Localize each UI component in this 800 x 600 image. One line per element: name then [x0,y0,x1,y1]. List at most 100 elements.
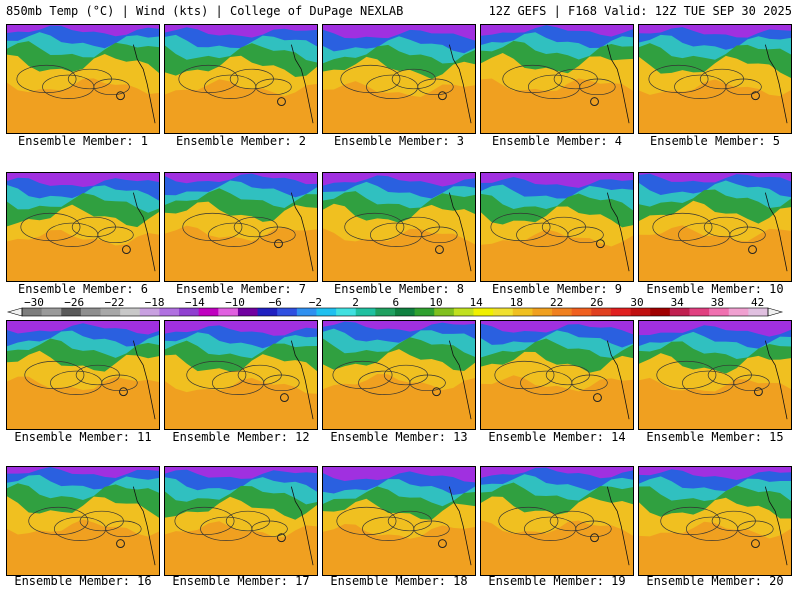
cyclone-marker [437,91,447,101]
colorbar-tick-label: −30 [24,296,44,309]
colorbar-swatch [748,308,769,316]
colorbar-swatch [61,308,82,316]
height-contour [186,360,247,390]
colorbar-swatch [689,308,710,316]
colorbar-swatch [610,308,631,316]
cyclone-marker [437,539,447,548]
temperature-map [481,173,633,281]
colorbar-swatch [434,308,455,316]
ensemble-member-label: Ensemble Member: 11 [14,430,152,444]
colorbar-swatch [257,308,278,316]
colorbar-swatch [473,308,494,316]
cyclone-marker [119,387,128,397]
temperature-map [165,173,317,281]
cyclone-marker [753,387,763,397]
height-contour [648,64,709,94]
ensemble-panel-4 [480,24,634,134]
ensemble-member-label: Ensemble Member: 8 [333,282,465,296]
ensemble-member-label: Ensemble Member: 13 [330,430,468,444]
temperature-map [323,173,475,281]
colorbar-graphic: −30 −26 −22 −18 −14 −10 −6 −2 2 6 10 14 18 22 26 30 34 38… [6,296,784,317]
cyclone-marker [748,245,757,254]
temperature-map [7,321,159,429]
temperature-colorbar: −30 −26 −22 −18 −14 −10 −6 −2 2 6 10 14 18 22 26 30 34 38… [0,296,800,320]
coastline [606,192,630,272]
coastline [290,192,314,272]
colorbar-swatch [336,308,357,316]
cyclone-marker [121,245,131,254]
temperature-map [165,467,317,575]
ensemble-panel-20 [638,466,792,576]
colorbar-swatch [296,308,317,316]
colorbar-swatch [630,308,651,316]
ensemble-panel-2 [164,24,318,134]
height-contour [660,506,721,536]
coastline [764,340,788,420]
height-contour [575,520,612,538]
colorbar-swatch [650,308,671,316]
ensemble-member-label: Ensemble Member: 2 [175,134,307,148]
coastline [132,486,156,566]
colorbar-tick-label: 38 [711,296,724,309]
temperature-map [481,321,633,429]
height-contour [24,360,85,390]
height-contour [421,226,458,244]
temp-band [323,228,475,281]
height-contour [579,78,616,96]
colorbar-tick-label: −2 [309,296,322,309]
colorbar-swatch [355,308,376,316]
coastline [448,340,472,420]
colorbar-swatch [277,308,298,316]
temperature-map [639,321,791,429]
height-contour [417,78,454,96]
ensemble-panel-10 [638,172,792,282]
coastline [764,192,788,272]
temperature-map [323,25,475,133]
coastline [764,486,788,566]
colorbar-swatch [120,308,141,316]
cyclone-marker [432,387,441,397]
run-valid-time: 12Z GEFS | F168 Valid: 12Z TUE SEP 30 20… [488,4,792,18]
colorbar-min-arrow [6,307,23,317]
colorbar-swatch [532,308,553,316]
height-contour [571,374,608,392]
coastline [290,340,314,420]
temp-band [639,521,791,575]
temperature-map [7,25,159,133]
temp-band [639,225,791,281]
ensemble-member-label: Ensemble Member: 14 [488,430,626,444]
colorbar-tick-label: 14 [470,296,484,309]
colorbar-swatch [709,308,730,316]
colorbar-tick-label: 34 [671,296,685,309]
ensemble-member-label: Ensemble Member: 12 [172,430,310,444]
cyclone-marker [116,91,125,101]
colorbar-swatch [493,308,514,316]
coastline [290,486,314,566]
colorbar-tick-label: −10 [225,296,245,309]
cyclone-marker [435,245,444,254]
colorbar-swatch [591,308,612,316]
coastline [764,44,788,124]
height-contour [16,64,77,94]
height-contour [332,360,393,390]
height-contour [494,360,555,390]
cyclone-marker [590,97,599,106]
colorbar-swatch [218,308,239,316]
coastline [290,44,314,124]
ensemble-panel-6 [6,172,160,282]
height-contour [28,506,89,536]
coastline [606,44,630,124]
colorbar-swatch [41,308,62,316]
ensemble-panel-7 [164,172,318,282]
colorbar-swatch [100,308,121,316]
colorbar-swatch [22,308,43,316]
colorbar-swatch [139,308,160,316]
ensemble-member-label: Ensemble Member: 1 [17,134,149,148]
height-contour [174,506,235,536]
ensemble-panel-9 [480,172,634,282]
ensemble-member-label: Ensemble Member: 10 [646,282,784,296]
ensemble-panel-12 [164,320,318,430]
colorbar-tick-label: −6 [269,296,282,309]
temp-band [323,524,475,575]
cyclone-marker [279,393,289,402]
